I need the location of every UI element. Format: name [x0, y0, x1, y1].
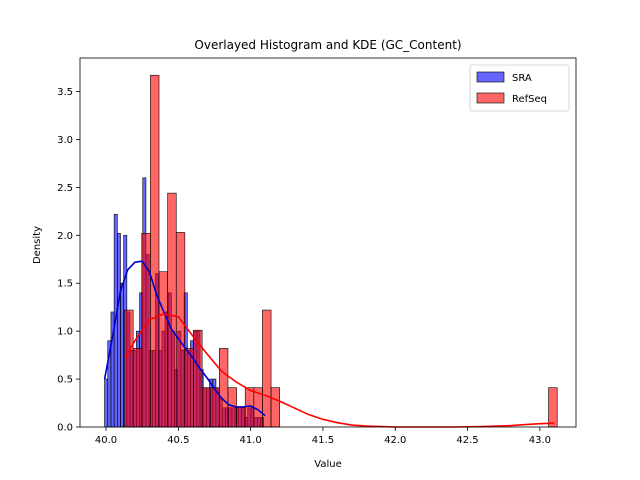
refseq-kde-line — [124, 313, 555, 428]
refseq-bar — [270, 387, 280, 428]
legend: SRA RefSeq — [469, 64, 570, 112]
y-axis-title: Density — [32, 226, 43, 264]
refseq-bar — [184, 348, 194, 428]
legend-swatch-sra — [476, 71, 505, 83]
y-tick-label: 3.5 — [57, 87, 73, 98]
refseq-bars — [124, 74, 558, 428]
refseq-bar — [219, 348, 229, 428]
refseq-bar — [132, 348, 143, 428]
y-axis: 0.0 0.5 1.0 1.5 2.0 2.5 3.0 3.5 — [57, 87, 80, 434]
x-tick-label: 42.0 — [384, 435, 406, 446]
y-tick-label: 0.5 — [57, 375, 73, 386]
x-tick-label: 40.5 — [167, 435, 189, 446]
refseq-bar — [193, 329, 203, 428]
x-tick-label: 41.0 — [240, 435, 262, 446]
legend-item-refseq: RefSeq — [476, 92, 547, 105]
x-axis-title: Value — [314, 459, 341, 470]
sra-bar — [120, 282, 124, 428]
y-tick-label: 1.5 — [57, 279, 73, 290]
refseq-bar — [124, 309, 134, 428]
x-axis: 40.0 40.5 41.0 41.5 42.0 42.5 43.0 — [95, 427, 551, 446]
refseq-bar — [167, 192, 177, 428]
sra-bar — [117, 233, 121, 428]
sra-kde-line — [103, 260, 266, 417]
legend-item-sra: SRA — [476, 71, 532, 84]
y-tick-label: 1.0 — [57, 327, 73, 338]
y-tick-label: 3.0 — [57, 135, 73, 146]
x-tick-label: 42.5 — [456, 435, 478, 446]
refseq-bar — [158, 271, 168, 428]
y-tick-label: 0.0 — [57, 423, 73, 434]
y-tick-label: 2.0 — [57, 231, 73, 242]
y-tick-label: 2.5 — [57, 183, 73, 194]
refseq-bar — [201, 387, 212, 428]
sra-bar — [104, 378, 109, 428]
x-tick-label: 43.0 — [529, 435, 551, 446]
refseq-bar — [150, 74, 160, 428]
x-tick-label: 41.5 — [312, 435, 334, 446]
legend-label-refseq: RefSeq — [512, 94, 547, 105]
chart-title: Overlayed Histogram and KDE (GC_Content) — [194, 38, 461, 52]
refseq-bar — [262, 309, 272, 428]
plot-area — [79, 57, 577, 428]
refseq-bar — [175, 232, 186, 428]
refseq-bar — [236, 406, 246, 428]
plot-frame — [79, 57, 577, 428]
refseq-bar — [548, 387, 558, 428]
legend-label-sra: SRA — [512, 73, 532, 84]
x-tick-label: 40.0 — [95, 435, 117, 446]
legend-swatch-refseq — [476, 92, 505, 104]
